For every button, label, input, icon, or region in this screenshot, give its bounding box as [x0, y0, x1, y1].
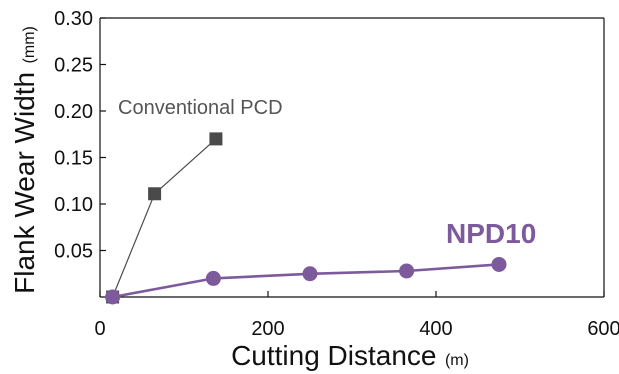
- x-tick-label: 400: [419, 318, 452, 340]
- x-tick-label: 200: [251, 318, 284, 340]
- y-tick-label: 0.30: [54, 8, 93, 30]
- y-tick-label: 0.25: [54, 55, 93, 77]
- data-point-npd10: [205, 270, 221, 286]
- y-tick-label: 0.05: [54, 241, 93, 263]
- x-tick-label: 600: [587, 318, 619, 340]
- y-tick-label: 0.15: [54, 148, 93, 170]
- y-tick-label: 0.10: [54, 194, 93, 216]
- data-point-npd10: [302, 266, 318, 282]
- axes: [99, 17, 605, 298]
- data-point-npd10: [491, 256, 507, 272]
- series-line-conventional-pcd: [112, 138, 217, 298]
- legend-label-conventional-pcd: Conventional PCD: [118, 97, 283, 119]
- y-axis-title: Flank Wear Width (mm): [9, 26, 40, 294]
- data-point-conventional-pcd: [148, 187, 162, 201]
- data-point-npd10: [105, 289, 121, 305]
- data-point-conventional-pcd: [209, 132, 223, 146]
- ticks: 0 200 400 600 0.05 0.10 0.15 0.20 0.25 0.30: [54, 8, 619, 340]
- legend-label-npd10: NPD10: [446, 218, 536, 249]
- y-tick-label: 0.20: [54, 101, 93, 123]
- series-layer: [105, 132, 507, 305]
- x-axis-title: Cutting Distance (m): [231, 340, 469, 371]
- data-point-npd10: [399, 263, 415, 279]
- x-tick-label: 0: [94, 318, 105, 340]
